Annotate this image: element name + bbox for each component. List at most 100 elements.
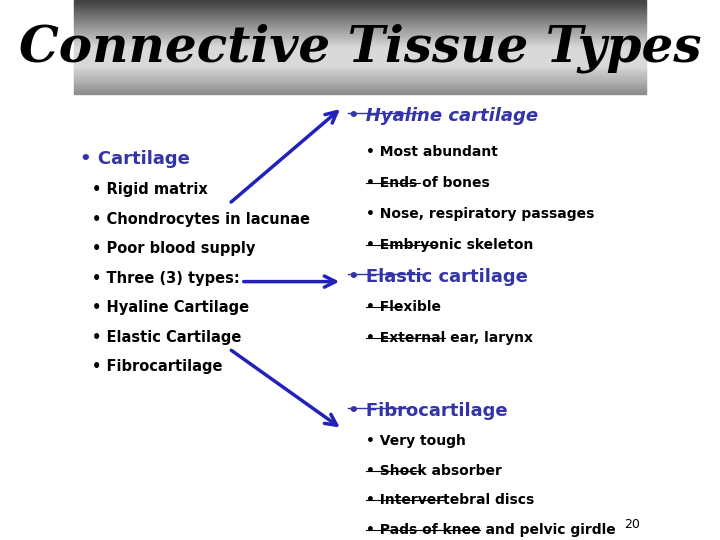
Bar (74, 13, 646, 14)
Text: • Shock absorber: • Shock absorber (366, 464, 502, 478)
Bar (74, 93, 646, 94)
Bar (74, 28, 646, 29)
Bar (74, 11, 646, 12)
Text: • Hyaline Cartilage: • Hyaline Cartilage (92, 300, 249, 315)
Bar (74, 71, 646, 72)
Bar (74, 21, 646, 22)
Bar (74, 6, 646, 8)
Bar (74, 14, 646, 15)
Text: • Very tough: • Very tough (366, 435, 466, 449)
Bar (74, 36, 646, 37)
Bar (74, 22, 646, 23)
Bar (74, 33, 646, 34)
Bar (74, 12, 646, 13)
Bar (74, 59, 646, 60)
Bar (74, 70, 646, 71)
Bar (74, 18, 646, 19)
Bar (74, 60, 646, 61)
Bar (74, 25, 646, 26)
Bar (74, 64, 646, 65)
Bar (74, 27, 646, 28)
Bar (74, 78, 646, 79)
Bar (74, 35, 646, 36)
Text: • Chondrocytes in lacunae: • Chondrocytes in lacunae (92, 212, 310, 227)
Text: • Flexible: • Flexible (366, 300, 441, 314)
Bar (74, 76, 646, 77)
Bar (74, 24, 646, 25)
Text: • Ends of bones: • Ends of bones (366, 176, 490, 190)
Text: • Most abundant: • Most abundant (366, 145, 498, 159)
Bar (74, 57, 646, 58)
Text: • Embryonic skeleton: • Embryonic skeleton (366, 238, 534, 252)
Bar (74, 29, 646, 30)
Bar (74, 9, 646, 10)
Bar (74, 4, 646, 5)
Text: • Fibrocartilage: • Fibrocartilage (92, 360, 222, 374)
Text: • Cartilage: • Cartilage (80, 150, 190, 168)
Text: 20: 20 (624, 518, 640, 531)
Text: • Hyaline cartilage: • Hyaline cartilage (348, 107, 539, 125)
Bar (74, 32, 646, 33)
Bar (74, 82, 646, 83)
Bar (74, 31, 646, 32)
Bar (74, 42, 646, 43)
Bar (74, 51, 646, 52)
Bar (74, 19, 646, 20)
Bar (74, 69, 646, 70)
Bar (74, 34, 646, 35)
Bar (74, 15, 646, 16)
Bar (74, 80, 646, 82)
Bar (74, 63, 646, 64)
Bar (74, 62, 646, 63)
Bar (74, 79, 646, 80)
Bar (74, 86, 646, 87)
Text: • Nose, respiratory passages: • Nose, respiratory passages (366, 207, 594, 221)
Bar (74, 26, 646, 27)
Bar (74, 20, 646, 21)
Bar (74, 73, 646, 74)
Bar (74, 47, 646, 48)
Bar (74, 2, 646, 3)
Bar (74, 66, 646, 68)
Bar (74, 43, 646, 44)
Text: • Elastic Cartilage: • Elastic Cartilage (92, 330, 241, 345)
Bar (74, 0, 646, 1)
Bar (74, 89, 646, 90)
Bar (74, 72, 646, 73)
Bar (74, 8, 646, 9)
Bar (74, 83, 646, 84)
Bar (74, 16, 646, 17)
Bar (74, 92, 646, 93)
Bar (74, 87, 646, 88)
Bar (74, 50, 646, 51)
Bar (74, 77, 646, 78)
Bar (74, 45, 646, 46)
Bar (74, 37, 646, 38)
Bar (74, 44, 646, 45)
Bar (74, 90, 646, 91)
Text: • Intervertebral discs: • Intervertebral discs (366, 494, 534, 508)
Bar (74, 75, 646, 76)
Bar (74, 61, 646, 62)
Bar (74, 88, 646, 89)
Bar (74, 53, 646, 55)
Bar (74, 91, 646, 92)
Text: • Rigid matrix: • Rigid matrix (92, 183, 208, 198)
Bar (74, 52, 646, 53)
Bar (74, 56, 646, 57)
Bar (74, 55, 646, 56)
Text: • Poor blood supply: • Poor blood supply (92, 241, 256, 256)
Text: • Pads of knee and pelvic girdle: • Pads of knee and pelvic girdle (366, 523, 616, 537)
Text: • External ear, larynx: • External ear, larynx (366, 332, 533, 346)
Bar (74, 10, 646, 11)
Bar (74, 48, 646, 49)
Bar (74, 39, 646, 40)
Bar (74, 74, 646, 75)
Text: • Fibrocartilage: • Fibrocartilage (348, 402, 508, 420)
Bar (74, 38, 646, 39)
Bar (74, 49, 646, 50)
Text: Connective Tissue Types: Connective Tissue Types (19, 24, 701, 73)
Bar (74, 1, 646, 2)
Bar (74, 41, 646, 42)
Bar (74, 84, 646, 85)
